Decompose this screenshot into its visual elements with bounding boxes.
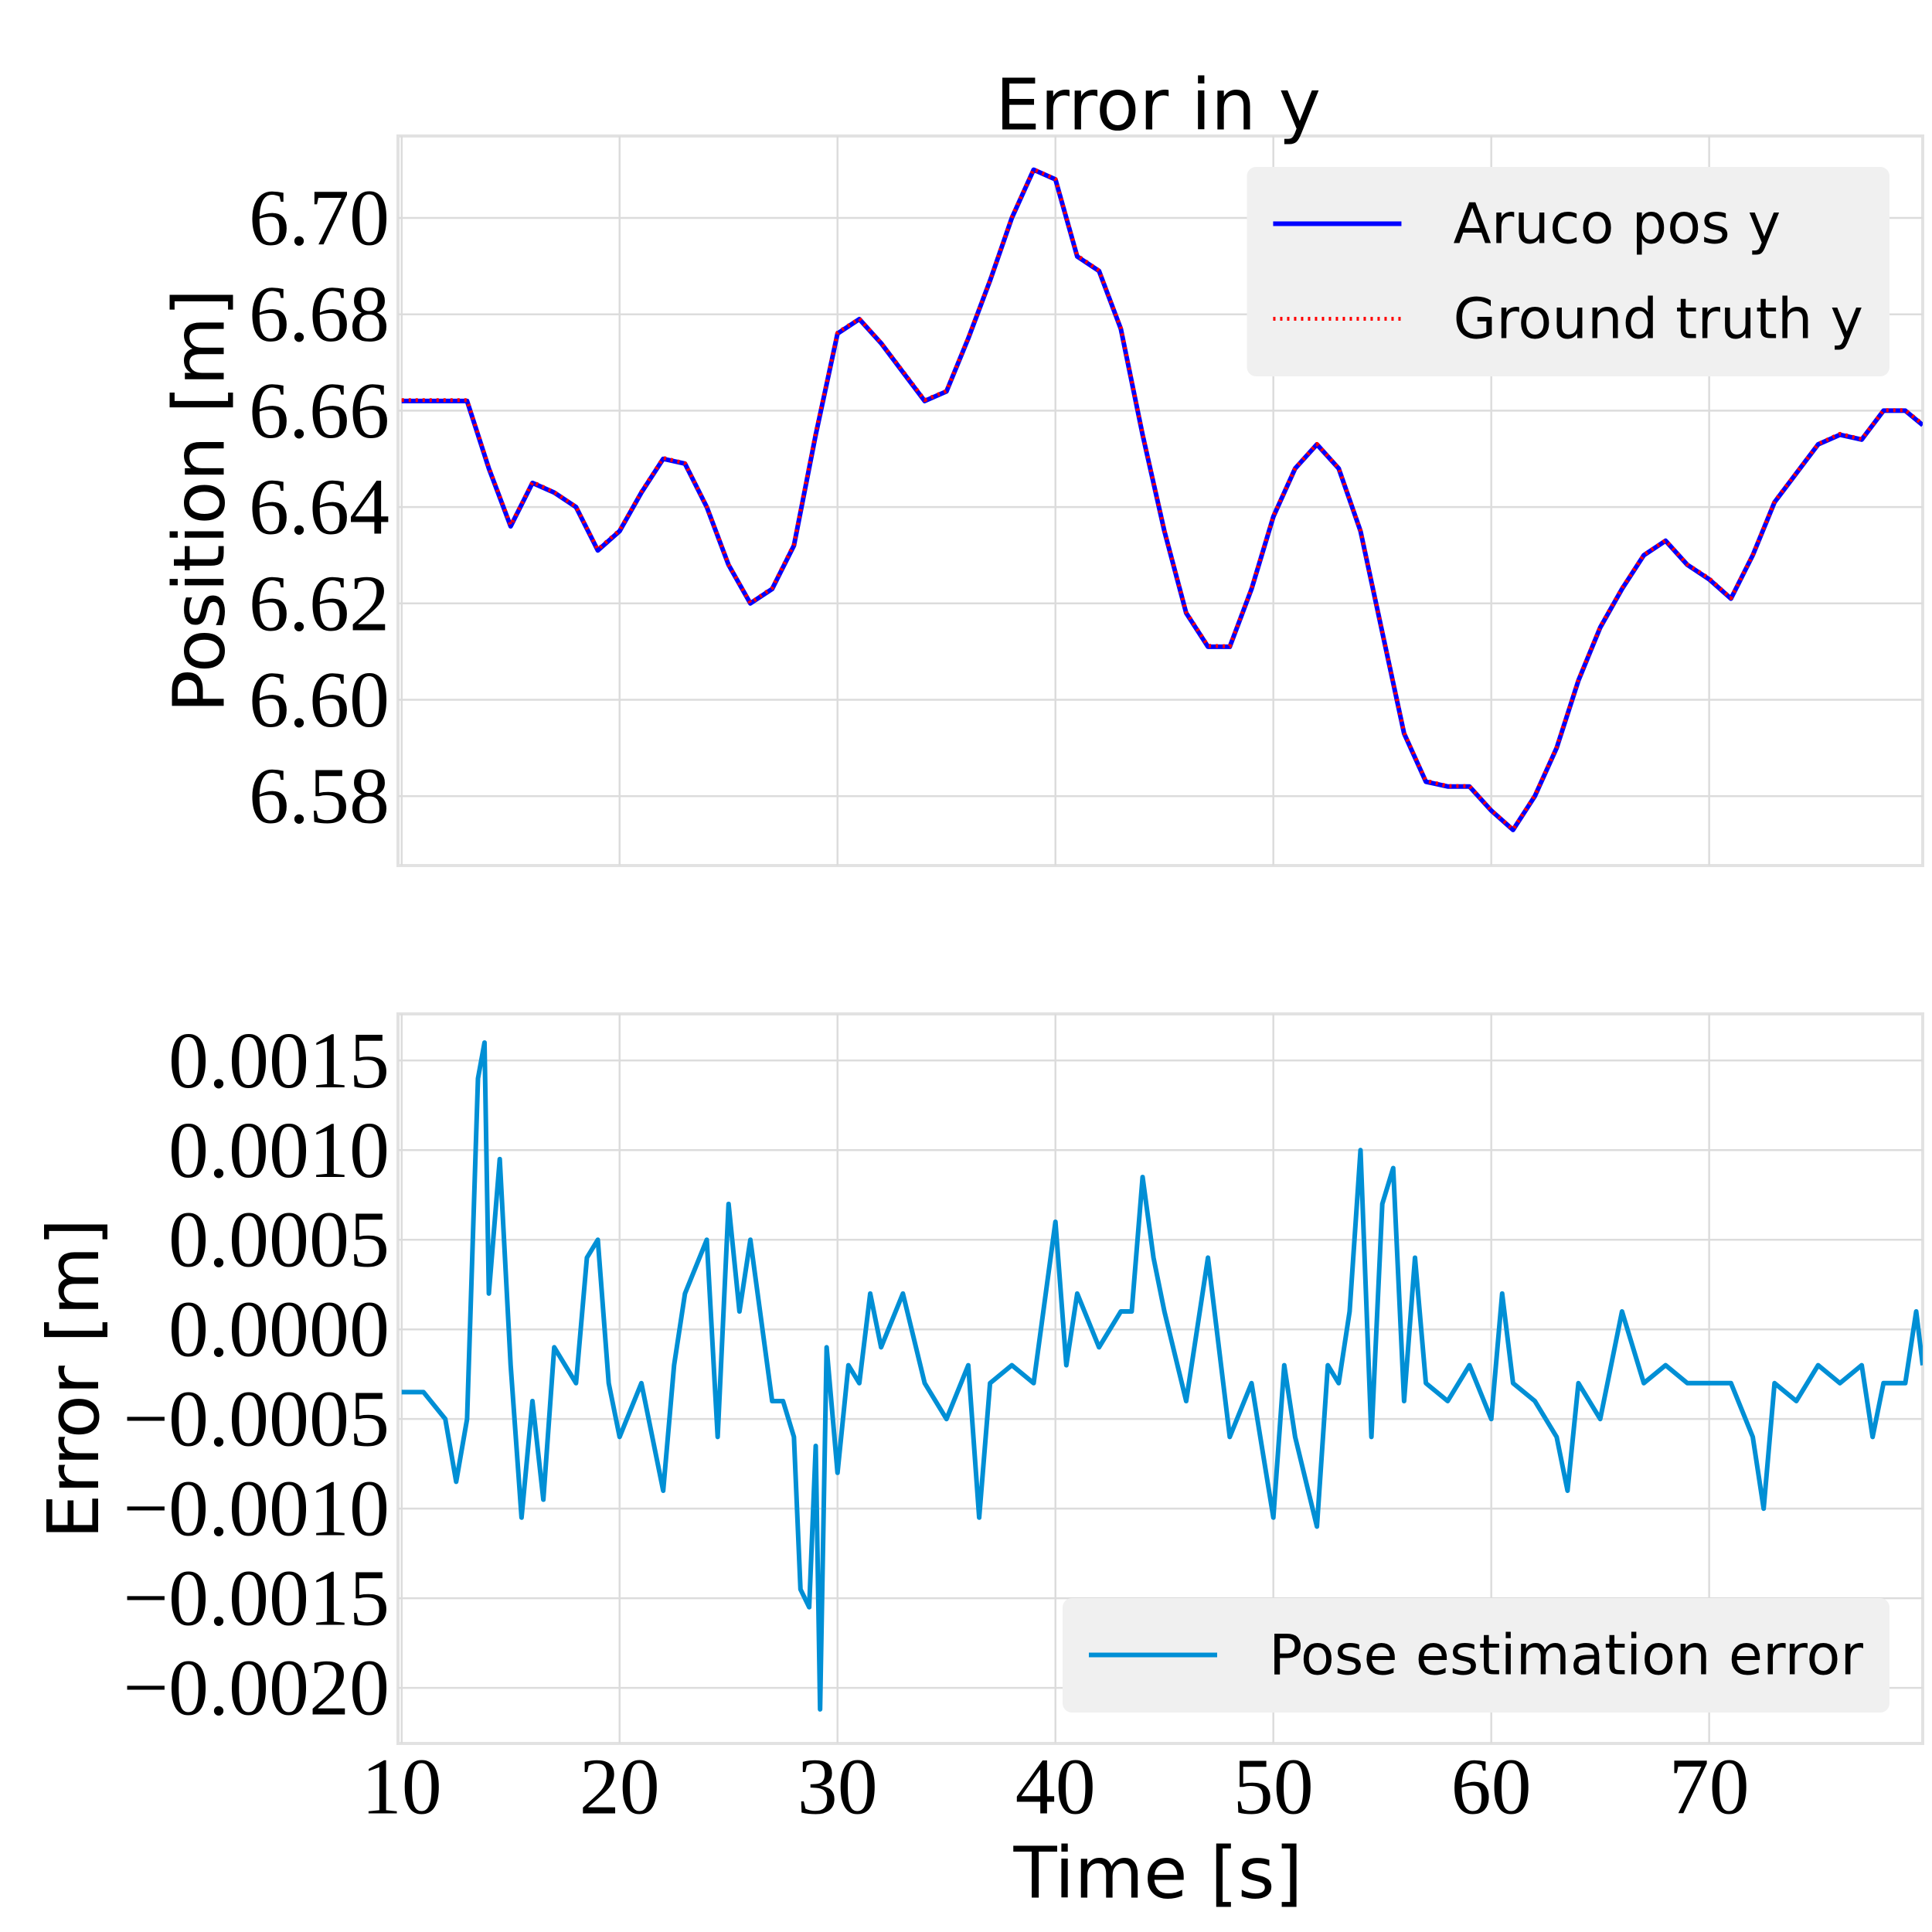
legend-label: Aruco pos y: [1453, 192, 1781, 257]
legend: Pose estimation error: [1062, 1598, 1889, 1713]
y-tick-label: 6.68: [249, 270, 389, 359]
y-tick-label: 6.58: [249, 752, 389, 841]
y-tick-label: −0.0010: [123, 1464, 389, 1553]
x-tick-label: 60: [1451, 1743, 1532, 1832]
y-tick-label: 0.0000: [168, 1285, 389, 1374]
x-tick-label: 70: [1669, 1743, 1750, 1832]
chart-title: Error in y: [995, 64, 1321, 147]
legend-label: Pose estimation error: [1269, 1623, 1863, 1688]
data-line: [401, 167, 1923, 832]
data-line: [401, 1040, 1923, 1712]
legend-label: Ground truth y: [1453, 287, 1863, 352]
y-tick-label: −0.0020: [123, 1644, 389, 1733]
y-tick-label: 6.66: [249, 366, 389, 455]
legend-box: [1247, 167, 1889, 376]
y-tick-label: 0.0005: [168, 1196, 389, 1284]
y-tick-label: −0.0005: [123, 1375, 389, 1464]
y-tick-label: 6.70: [249, 173, 389, 262]
y-tick-label: −0.0015: [123, 1554, 389, 1643]
y-tick-label: 0.0015: [168, 1016, 389, 1105]
y-axis-label: Error [m]: [32, 1219, 115, 1539]
plot-series: [401, 1040, 1923, 1712]
x-tick-label: 20: [580, 1743, 660, 1832]
x-tick-label: 40: [1015, 1743, 1096, 1832]
x-tick-label: 30: [798, 1743, 878, 1832]
y-tick-label: 6.64: [249, 463, 389, 552]
legend-box: [1062, 1598, 1889, 1713]
y-tick-label: 6.62: [249, 559, 389, 648]
x-tick-label: 10: [362, 1743, 442, 1832]
y-tick-label: 0.0010: [168, 1106, 389, 1195]
y-tick-label: 6.60: [249, 655, 389, 744]
y-axis-label: Position [m]: [158, 289, 241, 713]
x-axis-label: Time [s]: [1012, 1832, 1302, 1915]
plot-series: [401, 167, 1923, 832]
x-tick-label: 50: [1233, 1743, 1314, 1832]
legend: Aruco pos y Ground truth y: [1247, 167, 1889, 376]
